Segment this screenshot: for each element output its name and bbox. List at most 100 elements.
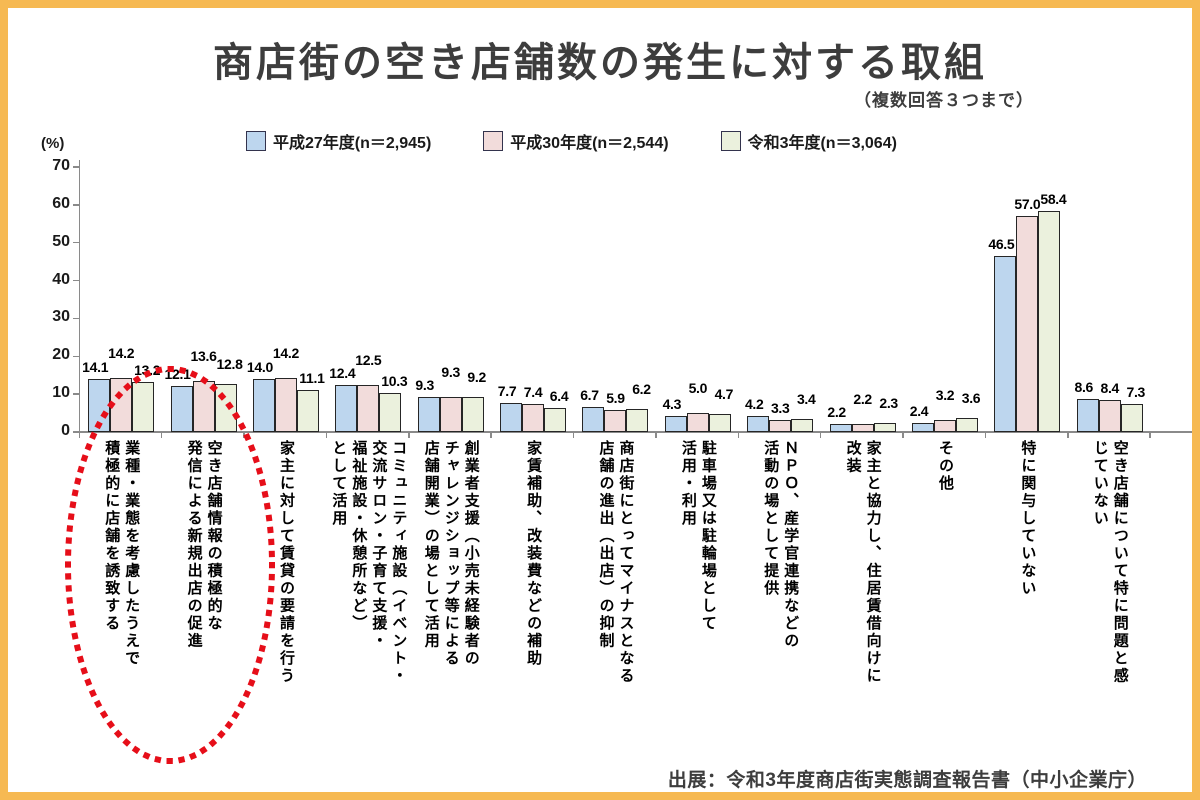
bar-value-label-series1-cat2: 14.2	[272, 345, 299, 362]
bar-series0-cat0	[88, 378, 111, 432]
bar-series2-cat9	[873, 423, 896, 432]
bar-series0-cat3	[335, 385, 358, 432]
bar-series2-cat1	[214, 383, 237, 432]
category-label-1: 空き店舗情報の積極的な 発信による新規出店の促進	[185, 440, 223, 650]
bar-value-label-series2-cat0: 13.2	[134, 362, 161, 379]
bar-value-label-series1-cat10: 3.2	[935, 386, 955, 403]
x-boundary-tick	[984, 432, 987, 438]
bar-series0-cat12	[1076, 399, 1099, 432]
category-label-8: ＮＰＯ、産学官連携などの 活動の場として提供	[762, 440, 800, 650]
bar-series0-cat8	[747, 416, 770, 432]
bar-series2-cat6	[626, 408, 649, 432]
y-tick-label-40: 40	[52, 270, 70, 288]
bar-series2-cat0	[132, 382, 155, 432]
y-tick-label-20: 20	[52, 346, 70, 364]
bar-value-label-series1-cat6: 5.9	[606, 389, 625, 406]
legend-label: 令和3年度(n＝3,064)	[747, 135, 897, 152]
source-citation: 出展：令和3年度商店街実態調査報告書（中小企業庁）	[667, 770, 1147, 791]
category-label-5: 家賃補助、改装費などの補助	[525, 440, 543, 668]
bar-series1-cat1	[192, 380, 215, 432]
bar-series0-cat7	[664, 415, 687, 432]
x-boundary-tick	[1067, 432, 1069, 438]
y-axis-line	[78, 160, 80, 432]
y-tick-label-60: 60	[52, 194, 70, 212]
bar-value-label-series1-cat11: 57.0	[1014, 196, 1041, 213]
y-axis-unit-label: (%)	[41, 135, 65, 152]
y-tick	[73, 393, 79, 395]
bar-value-label-series0-cat10: 2.4	[909, 402, 929, 419]
bar-series0-cat2	[252, 379, 275, 432]
bar-series1-cat10	[933, 419, 956, 432]
y-tick	[73, 204, 79, 206]
bar-value-label-series2-cat5: 6.4	[549, 387, 569, 404]
bar-series1-cat2	[274, 378, 297, 432]
x-boundary-tick	[737, 432, 740, 438]
bar-series2-cat11	[1038, 210, 1061, 432]
bar-value-label-series0-cat4: 9.3	[415, 376, 434, 393]
bar-value-label-series2-cat2: 11.1	[299, 369, 325, 386]
bar-value-label-series1-cat1: 13.6	[190, 347, 217, 364]
bar-series1-cat0	[110, 378, 133, 432]
bar-series1-cat4	[439, 396, 462, 432]
x-boundary-tick	[1149, 432, 1151, 438]
y-tick	[73, 166, 79, 168]
bar-value-label-series1-cat12: 8.4	[1100, 380, 1120, 397]
legend: 平成27年度(n＝2,945) 平成30年度(n＝2,544) 令和3年度(n＝3,…	[246, 129, 897, 153]
bar-value-label-series2-cat10: 3.6	[961, 390, 981, 407]
bar-series1-cat3	[357, 384, 380, 432]
x-boundary-tick	[572, 432, 575, 438]
bar-value-label-series2-cat11: 58.4	[1040, 190, 1067, 207]
bar-value-label-series1-cat8: 3.3	[770, 399, 790, 416]
bar-value-label-series1-cat3: 12.5	[355, 351, 382, 368]
category-label-0: 業種・業態を考慮したうえで 積極的に店舗を誘致する	[103, 440, 141, 668]
bar-series2-cat3	[379, 393, 402, 432]
x-boundary-tick	[325, 432, 328, 438]
category-label-3: コミュニティ施設（イベント・ 交流サロン・子育て支援・ 福祉施設・休憩所など） …	[330, 440, 408, 685]
bar-value-label-series2-cat7: 4.7	[714, 386, 734, 403]
y-tick-label-0: 0	[61, 422, 70, 439]
category-label-12: 空き店舗について特に問題と感 じていない	[1091, 440, 1129, 685]
bar-value-label-series2-cat6: 6.2	[632, 380, 651, 397]
bar-value-label-series0-cat5: 7.7	[497, 382, 517, 399]
bar-series2-cat4	[461, 397, 484, 432]
x-boundary-tick	[490, 432, 492, 438]
bar-series0-cat5	[500, 402, 523, 432]
bar-series1-cat7	[686, 413, 709, 432]
bar-value-label-series0-cat9: 2.2	[827, 403, 846, 420]
bar-value-label-series2-cat3: 10.3	[381, 373, 408, 389]
y-tick-label-70: 70	[52, 157, 70, 174]
legend-item-1: 平成30年度(n＝2,544)	[483, 129, 669, 153]
category-label-2: 家主に対して賃貸の要請を行う	[277, 440, 295, 685]
bar-series2-cat8	[791, 419, 814, 432]
x-boundary-tick	[655, 432, 657, 438]
y-tick	[73, 241, 79, 244]
bar-series2-cat5	[544, 407, 567, 432]
x-boundary-tick	[78, 432, 80, 438]
bar-value-label-series2-cat12: 7.3	[1126, 384, 1146, 401]
bar-series0-cat1	[170, 386, 193, 432]
bar-value-label-series0-cat6: 6.7	[580, 386, 599, 403]
bar-value-label-series0-cat12: 8.6	[1074, 379, 1094, 396]
legend-swatch-icon	[246, 131, 266, 151]
bar-value-label-series2-cat4: 9.2	[467, 369, 486, 386]
legend-label: 平成30年度(n＝2,544)	[510, 135, 669, 152]
bar-value-label-series2-cat8: 3.4	[796, 391, 816, 408]
bar-series2-cat10	[955, 418, 978, 432]
bar-value-label-series1-cat5: 7.4	[523, 383, 543, 400]
bar-value-label-series0-cat2: 14.0	[246, 359, 273, 375]
legend-item-0: 平成27年度(n＝2,945)	[246, 129, 431, 153]
bar-value-label-series0-cat1: 12.1	[164, 366, 191, 383]
bar-series1-cat6	[604, 409, 627, 432]
bar-series1-cat12	[1098, 400, 1121, 432]
bar-value-label-series0-cat7: 4.3	[662, 395, 682, 412]
bar-series2-cat2	[296, 389, 319, 432]
bar-value-label-series1-cat0: 14.2	[108, 345, 135, 362]
category-label-9: 家主と協力し、住居賃借向けに 改装	[844, 440, 882, 685]
bar-series0-cat11	[994, 255, 1017, 432]
x-boundary-tick	[160, 432, 163, 438]
bar-value-label-series1-cat7: 5.0	[688, 380, 708, 397]
category-label-10: その他	[936, 440, 954, 493]
bar-series0-cat10	[911, 422, 934, 432]
legend-label: 平成27年度(n＝2,945)	[273, 135, 432, 152]
